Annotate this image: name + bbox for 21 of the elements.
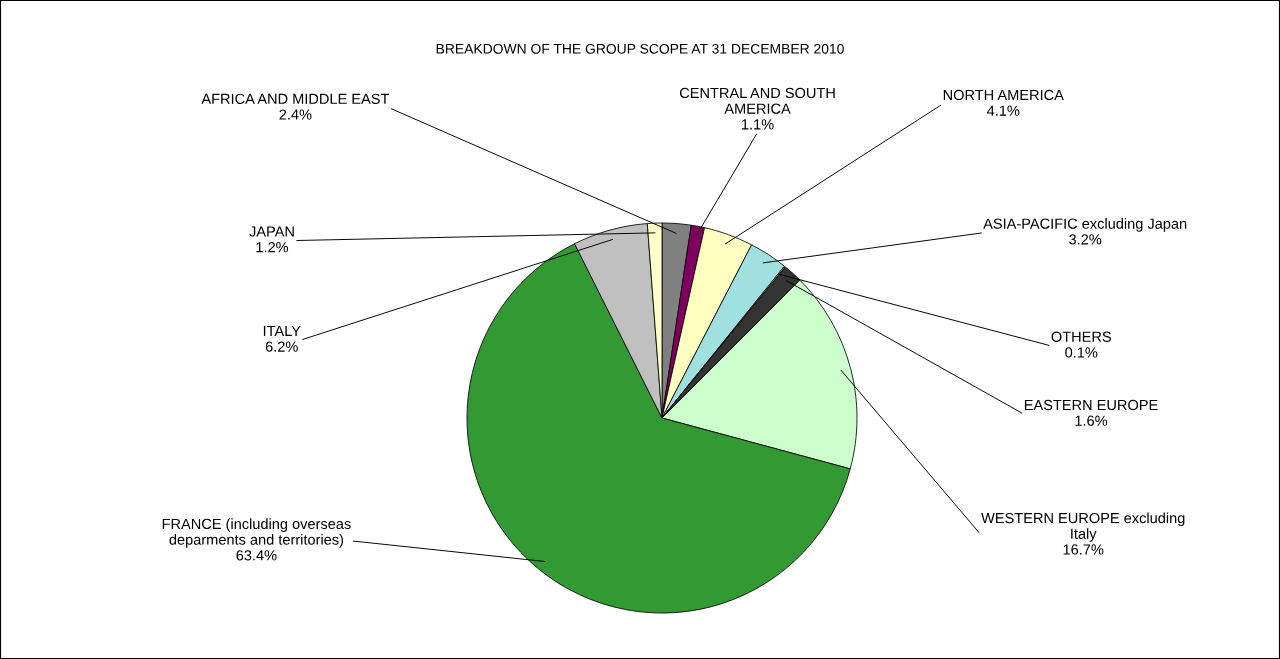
slice-label: JAPAN <box>249 226 294 237</box>
data-label: 1.1% <box>742 119 774 130</box>
slice-label: ITALY <box>263 325 301 336</box>
data-label: 1.2% <box>256 241 289 253</box>
data-label: 3.2% <box>1069 234 1102 245</box>
slice-label: EASTERN EUROPE <box>1024 399 1158 411</box>
slice-label: OTHERS <box>1051 331 1111 342</box>
slice-label: FRANCE (including overseas deparments and territories) <box>162 518 351 548</box>
slice-label: ASIA-PACIFIC excluding Japan <box>983 218 1187 232</box>
slice-label: CENTRAL AND SOUTH AMERICA <box>679 87 835 114</box>
slice-label: WESTERN EUROPE excluding Italy <box>981 512 1185 542</box>
data-label: 16.7% <box>1063 544 1104 555</box>
data-label: 6.2% <box>265 341 298 352</box>
data-label: 1.6% <box>1075 415 1108 426</box>
data-label: 2.4% <box>279 109 312 120</box>
chart-title: BREAKDOWN OF THE GROUP SCOPE AT 31 DECEMBER 2010 <box>436 43 844 54</box>
slice-label: AFRICA AND MIDDLE EAST <box>201 93 390 105</box>
data-label: 4.1% <box>986 105 1020 116</box>
data-label: 63.4% <box>236 550 277 561</box>
data-label: 0.1% <box>1065 347 1098 358</box>
slice-label: NORTH AMERICA <box>943 89 1064 101</box>
